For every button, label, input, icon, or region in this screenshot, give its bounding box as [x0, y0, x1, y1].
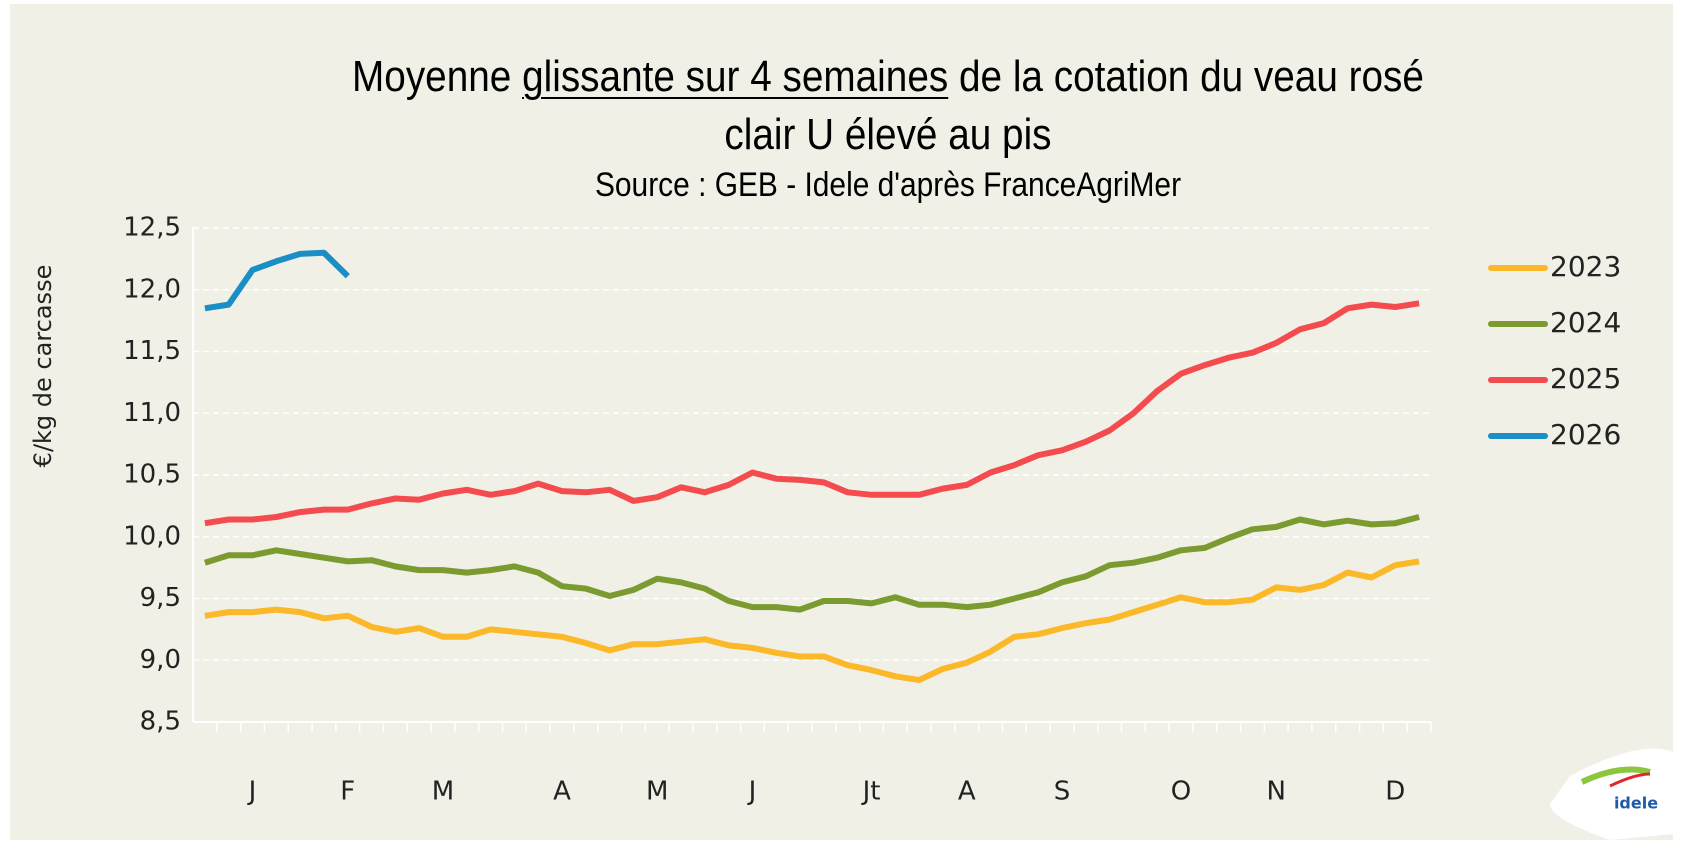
- chart-title: Moyenne glissante sur 4 semaines de la c…: [316, 48, 1460, 164]
- y-tick-label: 10,0: [123, 521, 181, 551]
- y-tick-label: 9,0: [140, 645, 181, 675]
- logo-swoosh: [1580, 766, 1651, 785]
- legend-label: 2026: [1550, 418, 1621, 451]
- x-tick-label: A: [958, 777, 976, 807]
- x-tick-label: D: [1385, 777, 1405, 807]
- y-tick-label: 11,0: [123, 398, 181, 428]
- chart: idele €/kg de carcasse 8,5 9,0 9,5 10,0 10,5…: [29, 213, 1673, 840]
- y-tick-label: 11,5: [123, 336, 181, 366]
- y-tick-label: 8,5: [140, 707, 181, 737]
- title-suffix: de la cotation du veau rosé clair U élev…: [724, 52, 1424, 159]
- x-tick-label: J: [747, 777, 757, 807]
- x-tick-label: O: [1171, 777, 1191, 807]
- title-prefix: Moyenne: [352, 52, 512, 101]
- legend-label: 2024: [1550, 306, 1621, 339]
- y-tick-label: 12,5: [123, 213, 181, 243]
- y-tick-label: 10,5: [123, 460, 181, 490]
- legend-label: 2025: [1550, 362, 1621, 395]
- series-line: [204, 514, 1420, 613]
- series-line: [204, 300, 1420, 527]
- x-tick-label: M: [432, 777, 454, 807]
- x-tick-label: M: [646, 777, 668, 807]
- series-line: [204, 249, 350, 312]
- logo-swoosh-red: [1609, 772, 1651, 788]
- x-tick-label: S: [1054, 777, 1071, 807]
- chart-frame: Moyenne glissante sur 4 semaines de la c…: [10, 4, 1673, 840]
- x-tick-label: A: [553, 777, 571, 807]
- chart-subtitle: Source : GEB - Idele d'après FranceAgriM…: [594, 166, 1182, 204]
- y-tick-label: 9,5: [140, 583, 181, 613]
- y-tick-label: 12,0: [123, 274, 181, 304]
- legend-label: 2023: [1550, 250, 1621, 283]
- title-underlined: glissante sur 4 semaines: [522, 52, 949, 101]
- x-tick-label: N: [1267, 777, 1286, 807]
- y-axis-label: €/kg de carcasse: [29, 265, 57, 468]
- x-tick-label: J: [247, 777, 257, 807]
- x-tick-label: F: [340, 777, 355, 807]
- logo-text: idele: [1614, 794, 1658, 813]
- series-line: [204, 558, 1420, 683]
- x-tick-label: Jt: [861, 777, 881, 807]
